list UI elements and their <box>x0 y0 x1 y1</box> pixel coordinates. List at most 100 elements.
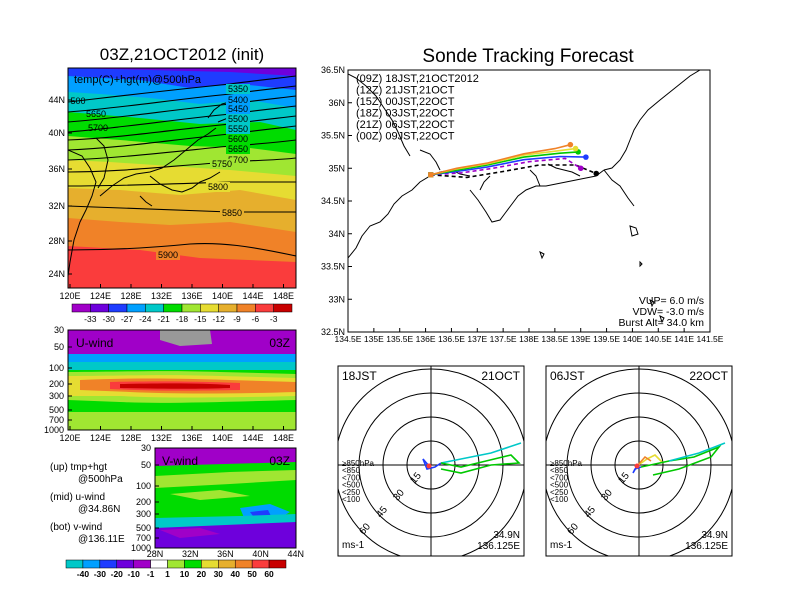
polar-lat: 34.9N <box>701 530 728 541</box>
contour-label: 5900 <box>158 250 178 260</box>
lon-ticks: 134.5E 135E 135.5E 136E 136.5E 137E 137.5E 138E… <box>335 328 724 344</box>
lon-tick-label: 138.5E <box>541 334 568 344</box>
colorbar-cell <box>116 559 134 569</box>
lon-tick-label: 124E <box>90 291 111 301</box>
lon-tick-label: 139E <box>571 334 591 344</box>
colorbar-tick: 60 <box>264 569 274 579</box>
wind-colorbar: -40 -30 -20 -10 -1 1 10 20 30 40 50 60 <box>65 559 287 579</box>
colorbar-tick: 10 <box>180 569 190 579</box>
colorbar-cell <box>218 559 236 569</box>
lat-tick-label: 32N <box>182 549 199 559</box>
colorbar-tick: -33 <box>84 314 97 324</box>
contour-label: 5550 <box>228 124 248 134</box>
contour-label-bg <box>226 144 250 154</box>
colorbar-cell <box>133 559 151 569</box>
colorbar-tick: -18 <box>176 314 189 324</box>
hodograph-trace <box>636 454 664 467</box>
pressure-tick-label: 700 <box>49 415 64 425</box>
contour-label: 5500 <box>228 114 248 124</box>
level-legend-entry: <500 <box>550 481 569 490</box>
level-legend-entry: <500 <box>342 481 361 490</box>
level-legend-entry: <850 <box>550 466 569 475</box>
pressure-tick-label: 30 <box>54 325 64 335</box>
lat-tick-label: 36.5N <box>321 65 345 75</box>
lon-tick-label: 144E <box>242 291 263 301</box>
lat-ticks: 28N 32N 36N 40N 44N <box>147 549 304 559</box>
colorbar-cell <box>201 559 219 569</box>
contour-label-bg <box>156 250 180 260</box>
colorbar-cell <box>108 303 128 313</box>
track-line <box>430 143 571 176</box>
lon-tick-label: 128E <box>120 291 141 301</box>
level-legend-entry: ≥850hPa <box>550 459 583 468</box>
contour-label-bg <box>220 208 244 218</box>
lon-tick-label: 144E <box>242 433 263 443</box>
level-legend-entry: <700 <box>342 473 361 482</box>
u-wind-time: 03Z <box>269 336 290 350</box>
colorbar-tick: 30 <box>214 569 224 579</box>
level-legend-entry: <250 <box>550 488 569 497</box>
pressure-tick-label: 300 <box>136 509 151 519</box>
colorbar-cell <box>82 559 101 569</box>
lon-tick-label: 138E <box>519 334 539 344</box>
lat-tick-label: 33.5N <box>321 262 345 272</box>
lat-tick-label: 35N <box>328 163 345 173</box>
polar-time: 18JST <box>342 369 377 383</box>
contour-label-bg <box>226 104 250 114</box>
lat-tick-label: 28N <box>48 236 65 246</box>
track-startpoint <box>428 172 434 178</box>
contour-label-bg <box>226 134 250 144</box>
pressure-tick-label: 100 <box>136 481 151 491</box>
lon-tick-label: 136E <box>181 291 202 301</box>
lon-ticks: 120E 124E 128E 132E 136E 140E 144E 148E <box>59 426 294 443</box>
colorbar-tick: 40 <box>230 569 240 579</box>
colorbar-tick: -9 <box>233 314 241 324</box>
level-legend-entry: <250 <box>342 488 361 497</box>
colorbar-cell <box>145 303 164 313</box>
colorbar-tick: -3 <box>270 314 278 324</box>
param-line: Burst Alt= 34.0 km <box>619 317 705 329</box>
u-wind-field <box>68 330 296 430</box>
v-wind-time: 03Z <box>269 454 290 468</box>
lon-tick-label: 148E <box>273 433 294 443</box>
colorbar-tick: -27 <box>121 314 134 324</box>
track-endpoint <box>583 154 589 160</box>
contour-labels: 5350540054505500555056005650570057505800… <box>70 84 250 260</box>
panel-500hpa-title: 03Z,21OCT2012 (init) <box>100 45 264 64</box>
polar-date: 21OCT <box>481 369 520 383</box>
contour-label-bg <box>206 182 230 192</box>
colorbar-tick: 20 <box>197 569 207 579</box>
polar-time: 06JST <box>550 369 585 383</box>
contour-label: 5850 <box>222 208 242 218</box>
colorbar-cell <box>234 559 253 569</box>
lon-tick-label: 135.5E <box>386 334 413 344</box>
contour-label: 5750 <box>212 159 232 169</box>
lon-tick-label: 128E <box>120 433 141 443</box>
legend-line-sub: @136.11E <box>78 534 125 545</box>
lat-tick-label: 28N <box>147 549 164 559</box>
lon-tick-label: 140E <box>212 433 233 443</box>
track-legend: (09Z) 18JST,21OCT2012(12Z) 21JST,21OCT(1… <box>356 73 479 143</box>
hodograph-trace <box>636 455 652 467</box>
lon-tick-label: 140E <box>212 291 233 301</box>
pressure-tick-label: 200 <box>136 497 151 507</box>
lon-tick-label: 132E <box>151 433 172 443</box>
polar-lon: 136.125E <box>477 541 520 552</box>
pressure-tick-label: 300 <box>49 391 64 401</box>
surface-wind-point <box>426 463 432 469</box>
lon-tick-label: 136E <box>416 334 436 344</box>
contour-label-bg <box>226 114 250 124</box>
pressure-tick-label: 500 <box>136 523 151 533</box>
lon-tick-label: 140.5E <box>645 334 672 344</box>
colorbar-tick: -10 <box>128 569 141 579</box>
lat-tick-label: 34.5N <box>321 196 345 206</box>
colorbar-tick: -15 <box>194 314 207 324</box>
lat-tick-label: 36N <box>217 549 234 559</box>
contour-label: 5400 <box>228 95 248 105</box>
pressure-tick-label: 1000 <box>44 425 64 435</box>
sonde-tracks <box>428 141 600 179</box>
contour-label: 5700 <box>228 155 248 165</box>
lon-tick-label: 124E <box>90 433 111 443</box>
